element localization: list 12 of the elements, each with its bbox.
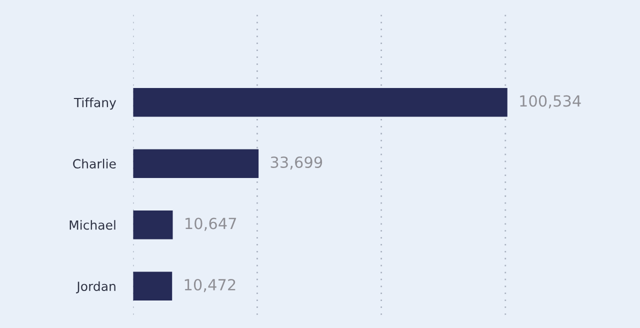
data-label: 100,534: [520, 95, 581, 108]
data-label: 33,699: [270, 156, 322, 170]
bar: [133, 272, 172, 300]
data-label: 10,472: [184, 278, 236, 292]
y-tick-label: Tiffany: [74, 98, 116, 110]
y-tick-label: Michael: [70, 220, 116, 230]
data-label: 10,647: [186, 218, 236, 231]
bar: [133, 149, 259, 178]
y-tick-label: Jordan: [76, 281, 116, 294]
bar: [133, 88, 508, 117]
y-tick-label: Charlie: [73, 158, 116, 169]
bar: [133, 210, 173, 240]
